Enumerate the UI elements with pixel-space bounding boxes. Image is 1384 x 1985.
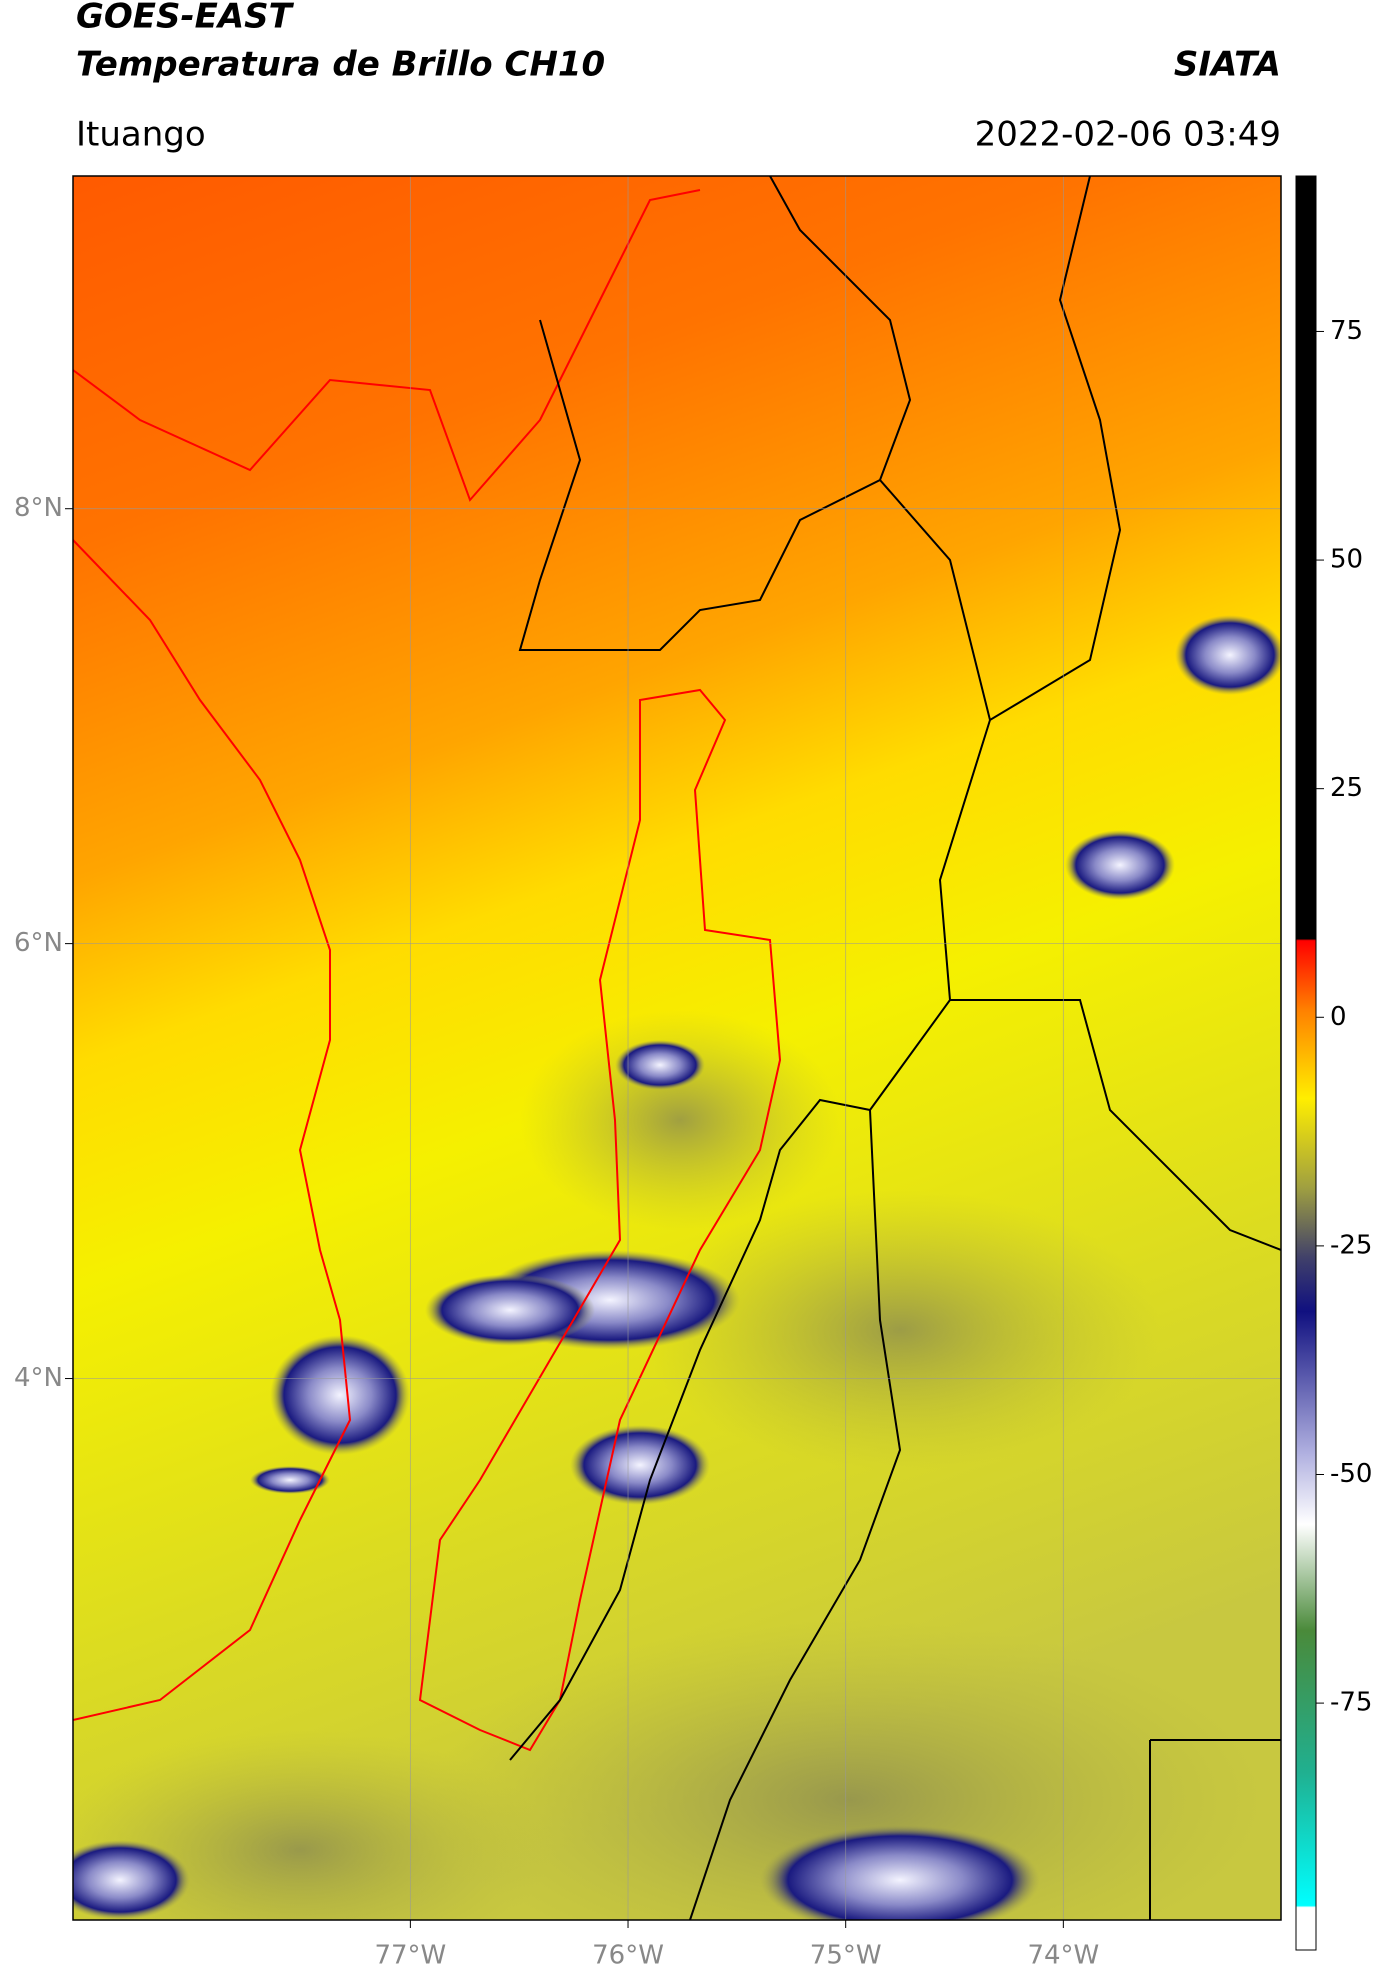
datetime: 2022-02-06 03:49	[975, 115, 1281, 155]
cloud	[1065, 830, 1175, 900]
colorbar-label: -25	[1330, 1230, 1372, 1260]
cloud	[615, 1040, 705, 1090]
colorbar-label: -75	[1330, 1688, 1372, 1718]
cloud	[73, 1840, 190, 1920]
cloud	[250, 1466, 330, 1494]
colorbar-label: -50	[1330, 1459, 1372, 1489]
cloud	[570, 1425, 710, 1505]
colorbar	[1295, 175, 1317, 1951]
coastline	[73, 189, 701, 1721]
colorbar-label: 25	[1330, 773, 1363, 803]
location: Ituango	[76, 115, 206, 155]
lon-label: 77°W	[374, 1941, 446, 1971]
lon-label: 74°W	[1027, 1941, 1099, 1971]
haze	[520, 1010, 840, 1230]
lat-label: 8°N	[14, 493, 63, 523]
lon-label: 75°W	[810, 1941, 882, 1971]
subtitle: Temperatura de Brillo CH10	[76, 45, 605, 85]
map-image	[73, 176, 1281, 1920]
colorbar-label: 75	[1330, 316, 1363, 346]
graticule	[73, 176, 1281, 1920]
basin-outline	[418, 688, 782, 1752]
cloud	[270, 1335, 410, 1455]
cloud	[425, 1274, 595, 1346]
colorbar-label: 0	[1330, 1002, 1347, 1032]
haze	[430, 1620, 1270, 1920]
admin-boundaries	[509, 176, 1281, 1920]
colorbar-label: 50	[1330, 545, 1363, 575]
map-frame	[72, 175, 1282, 1921]
lat-label: 6°N	[14, 928, 63, 958]
cloud	[760, 1825, 1040, 1920]
title: GOES-EAST	[76, 0, 295, 37]
lon-label: 76°W	[592, 1941, 664, 1971]
haze	[640, 1190, 1160, 1470]
haze	[73, 1730, 550, 1920]
cloud	[1175, 615, 1281, 695]
source: SIATA	[1174, 45, 1281, 85]
lat-label: 4°N	[14, 1363, 63, 1393]
